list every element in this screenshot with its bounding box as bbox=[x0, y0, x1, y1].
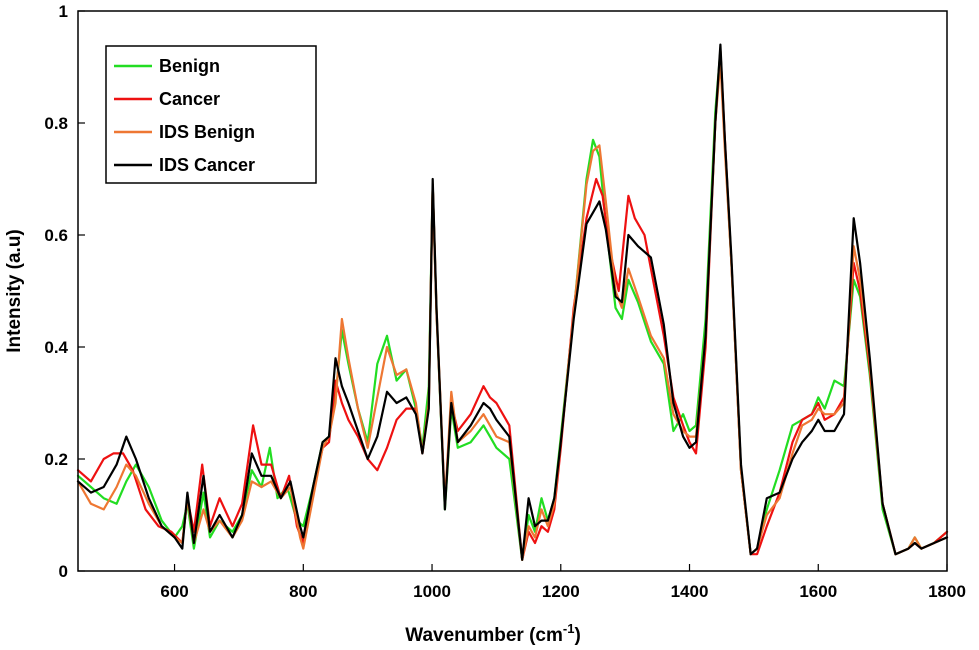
legend-label-benign: Benign bbox=[159, 56, 220, 76]
y-axis: 0 0.2 0.4 0.6 0.8 1 bbox=[44, 2, 85, 581]
y-axis-title: Intensity (a.u) bbox=[4, 229, 25, 353]
legend-box bbox=[105, 45, 317, 184]
y-tick-label: 0.2 bbox=[44, 450, 68, 469]
x-tick-label: 1000 bbox=[413, 582, 451, 601]
x-axis-title-main: Wavenumber (cm bbox=[405, 625, 563, 646]
plot-frame bbox=[77, 10, 948, 572]
y-tick-label: 0.4 bbox=[44, 338, 68, 357]
x-axis-title-superscript: -1 bbox=[563, 621, 575, 636]
x-axis-title: Wavenumber (cm-1) bbox=[405, 621, 581, 646]
x-tick-label: 1800 bbox=[928, 582, 966, 601]
x-tick-label: 800 bbox=[289, 582, 317, 601]
legend-label-ids-benign: IDS Benign bbox=[159, 122, 255, 142]
y-tick-label: 0.6 bbox=[44, 226, 68, 245]
legend-label-cancer: Cancer bbox=[159, 89, 220, 109]
legend-label-ids-cancer: IDS Cancer bbox=[159, 155, 255, 175]
x-tick-label: 1200 bbox=[542, 582, 580, 601]
x-tick-label: 1400 bbox=[671, 582, 709, 601]
y-tick-label: 0 bbox=[59, 562, 68, 581]
x-axis-title-close: ) bbox=[574, 625, 580, 646]
y-tick-label: 1 bbox=[59, 2, 68, 21]
series-line-ids-cancer bbox=[76, 43, 949, 561]
x-tick-label: 1600 bbox=[799, 582, 837, 601]
legend: Benign Cancer IDS Benign IDS Cancer bbox=[105, 45, 317, 184]
y-tick-label: 0.8 bbox=[44, 114, 68, 133]
plot-lines bbox=[76, 43, 949, 561]
x-tick-label: 600 bbox=[160, 582, 188, 601]
x-axis: 600 800 1000 1200 1400 1600 1800 bbox=[160, 564, 966, 601]
